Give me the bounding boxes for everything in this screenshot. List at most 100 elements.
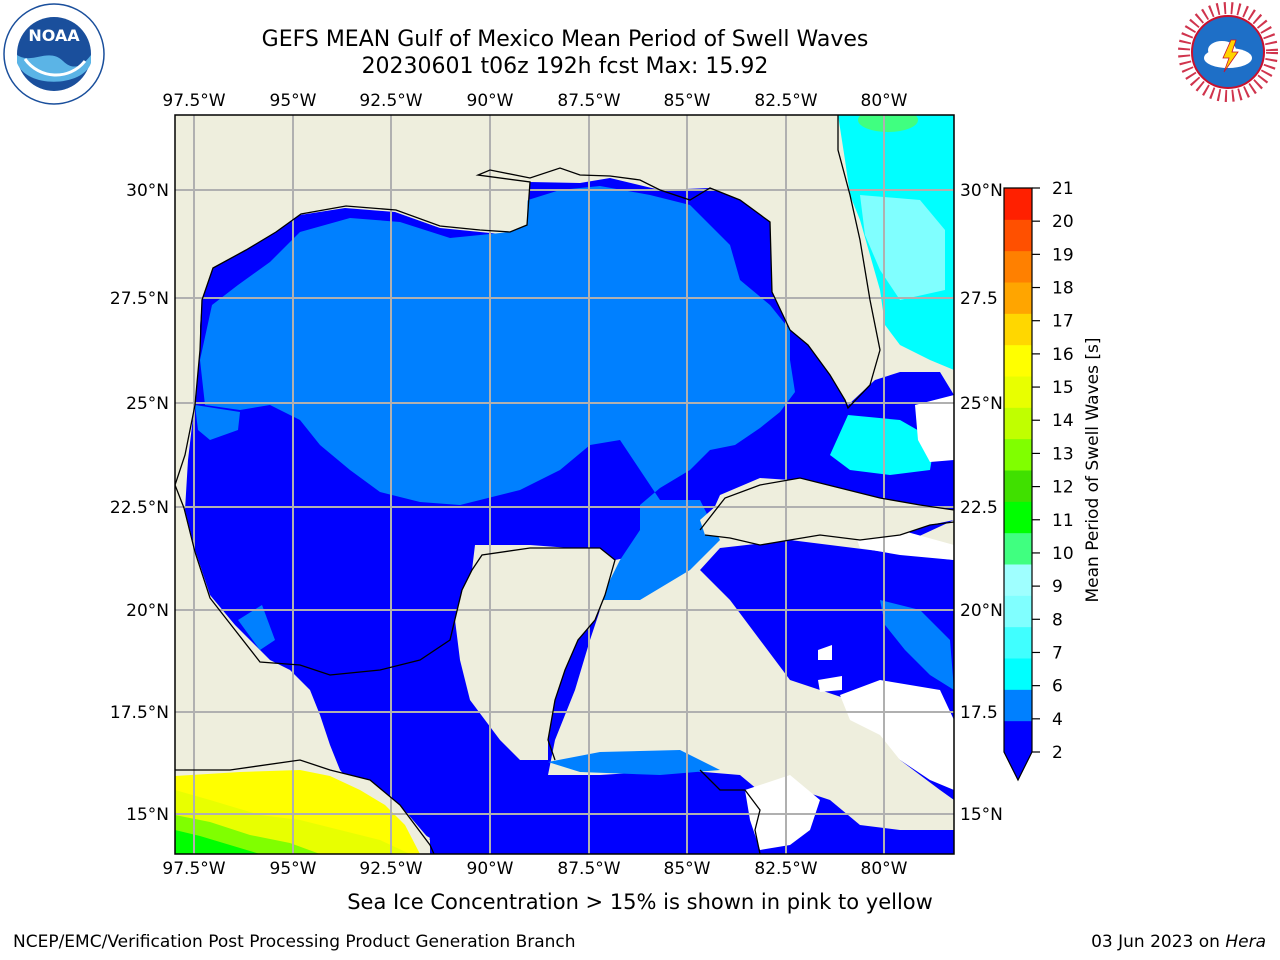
footer-branch-credit: NCEP/EMC/Verification Post Processing Pr… [13,932,576,952]
colorbar-tick-label: 15 [1052,378,1074,398]
atlantic-pale-area [860,195,945,300]
colorbar-swatch [1004,626,1032,659]
colorbar-swatch [1004,250,1032,283]
lat-label-left: 17.5°N [110,703,169,723]
colorbar-swatch [1004,470,1032,502]
colorbar-label: Mean Period of Swell Waves [s] [1083,338,1103,603]
lon-label-bottom: 80°W [861,859,908,879]
sea-ice-note: Sea Ice Concentration > 15% is shown in … [347,890,933,914]
colorbar-tick-label: 4 [1052,710,1063,730]
lon-label-bottom: 95°W [270,859,317,879]
mexico-west-land [175,115,528,770]
footer-date-text: 03 Jun 2023 on [1091,932,1226,952]
colorbar-swatch [1004,188,1032,220]
gulf-mid-period-area [238,605,275,650]
colorbar-swatch [1004,595,1032,628]
colorbar-tick-label: 20 [1052,212,1074,232]
colorbar-swatch [1004,407,1032,440]
colorbar-swatch [1004,564,1032,596]
lat-label-right: 17.5 [960,703,998,723]
lat-label-right: 27.5 [960,289,998,309]
latitude-labels-right: 30°N 27.5 25°N 22.5 20°N 17.5 15°N [960,181,1003,825]
lat-label-right: 22.5 [960,498,998,518]
chart-subtitle: 20230601 t06z 192h fcst Max: 15.92 [361,54,769,79]
colorbar-tick-label: 10 [1052,544,1074,564]
colorbar-tick-label: 16 [1052,345,1074,365]
lon-label-bottom: 92.5°W [359,859,422,879]
lat-label-right: 30°N [960,181,1003,201]
lon-label-top: 80°W [861,91,908,111]
colorbar-swatch [1004,658,1032,690]
gulf-mid-period-area [200,186,795,600]
colorbar-tick-label: 14 [1052,411,1074,431]
map-area [175,115,954,854]
nws-logo [1178,2,1278,102]
colorbar-tick-label: 13 [1052,444,1074,464]
lat-label-right: 25°N [960,394,1003,414]
lon-label-top: 85°W [664,91,711,111]
colorbar-tick-label: 9 [1052,577,1063,597]
colorbar-swatch [1004,219,1032,252]
lon-label-bottom: 90°W [467,859,514,879]
colorbar-tick-label: 8 [1052,610,1063,630]
cuba-land [700,478,954,545]
colorbar-swatch [1004,438,1032,471]
lat-label-left: 15°N [126,805,169,825]
colorbar-swatch [1004,376,1032,408]
footer-host: Hera [1225,932,1266,952]
caribbean-mid-period-area [880,600,954,690]
lat-label-left: 22.5°N [110,498,169,518]
map-frame [174,114,955,855]
gulf-mid-period-area [195,405,240,440]
noaa-logo-text: NOAA [28,26,80,45]
colorbar-tick-label: 21 [1052,179,1074,199]
colorbar-tick-label: 2 [1052,743,1063,763]
longitude-labels-top: 97.5°W 95°W 92.5°W 90°W 87.5°W 85°W 82.5°W 80°W [162,91,907,111]
lat-label-left: 30°N [126,181,169,201]
chart-title: GEFS MEAN Gulf of Mexico Mean Period of … [261,27,869,52]
map-grid [175,115,954,854]
coastline [175,115,954,854]
colorbar-tick-label: 12 [1052,478,1074,498]
lon-label-top: 92.5°W [359,91,422,111]
colorbar-swatch [1004,344,1032,377]
colorbar-ticks: 2 4 6 7 8 9 10 11 12 13 14 15 16 17 18 19 20 21 [1032,179,1074,763]
colorbar-frame [1003,187,1033,782]
lat-label-left: 25°N [126,394,169,414]
colorbar-swatch [1004,282,1032,314]
latitude-labels-left: 30°N 27.5°N 25°N 22.5°N 20°N 17.5°N 15°N [110,181,169,825]
lat-label-left: 27.5°N [110,289,169,309]
colorbar-tick-label: 11 [1052,511,1074,531]
colorbar-tick-label: 18 [1052,279,1074,299]
lon-label-bottom: 87.5°W [557,859,620,879]
colorbar-swatch [1004,313,1032,346]
colorbar-tick-label: 6 [1052,677,1063,697]
lon-label-top: 87.5°W [557,91,620,111]
yucatan-land [455,545,615,760]
gulf-mid-period-area [548,750,720,775]
lon-label-bottom: 82.5°W [754,859,817,879]
colorbar-swatch [1004,532,1032,565]
lon-label-top: 97.5°W [162,91,225,111]
colorbar-swatch [1004,689,1032,722]
sea-ice-area [175,830,260,854]
colorbar-swatches [1004,188,1032,780]
colorbar-swatch [1004,720,1032,780]
lon-label-top: 82.5°W [754,91,817,111]
lon-label-top: 90°W [467,91,514,111]
footer-date: 03 Jun 2023 on Hera [1091,932,1266,952]
colorbar-tick-label: 7 [1052,643,1063,663]
colorbar-tick-label: 19 [1052,245,1074,265]
atlantic-green-patch [858,115,918,132]
colorbar-tick-label: 17 [1052,312,1074,332]
lat-label-left: 20°N [126,601,169,621]
atlantic-water [830,415,935,475]
lon-label-top: 95°W [270,91,317,111]
lat-label-right: 15°N [960,805,1003,825]
lon-label-bottom: 97.5°W [162,859,225,879]
colorbar-swatch [1004,188,1032,189]
lat-label-right: 20°N [960,601,1003,621]
lon-label-bottom: 85°W [664,859,711,879]
noaa-logo: NOAA [3,3,105,105]
